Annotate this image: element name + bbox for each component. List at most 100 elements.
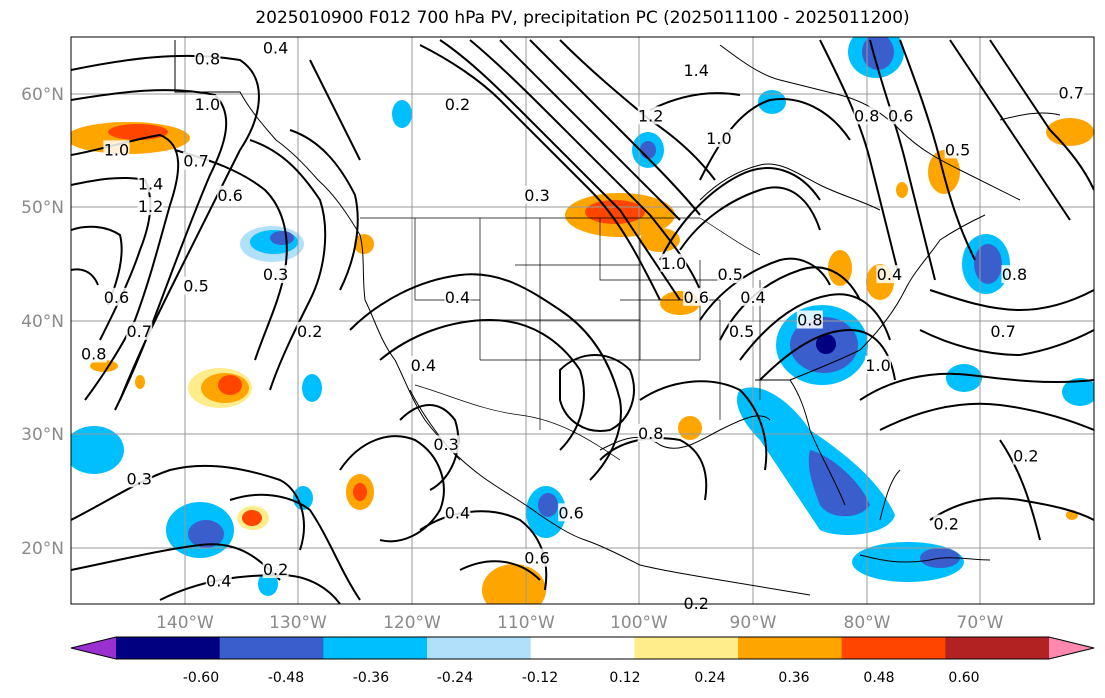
contour-label-background	[637, 106, 664, 125]
contour-label-background	[296, 321, 323, 340]
colorbar-tick-label: 0.12	[609, 670, 640, 686]
lon-tick-label: 70°W	[957, 613, 1004, 633]
contour-label: 0.3	[524, 186, 549, 205]
contour-label-background	[933, 514, 960, 533]
lon-tick-label: 80°W	[844, 613, 891, 633]
precip-negative-area	[974, 244, 1002, 284]
colorbar-ticks: -0.60 -0.48 -0.36 -0.24 -0.12 0.12 0.24 …	[183, 670, 980, 686]
contour-label-background	[444, 95, 471, 114]
contour-label: 0.4	[411, 356, 436, 375]
contour-label-background	[137, 174, 164, 193]
precip-negative-area	[392, 100, 412, 128]
contour-label: 0.5	[729, 322, 754, 341]
precip-positive-area	[135, 375, 145, 389]
colorbar-cell	[738, 637, 843, 659]
colorbar-cells	[116, 637, 1050, 659]
contour-label-background	[444, 503, 471, 522]
colorbar-cell	[219, 637, 324, 659]
contour-label: 0.2	[297, 322, 322, 341]
colorbar-cell	[323, 637, 428, 659]
colorbar-tick-label: 0.60	[948, 670, 979, 686]
colorbar-tick-label: -0.60	[183, 670, 219, 686]
contour-label-background	[410, 355, 437, 374]
contour-label: 1.4	[683, 61, 708, 80]
map-frame	[70, 36, 1095, 605]
contour-label: 1.0	[195, 95, 220, 114]
precip-negative-area	[302, 374, 322, 402]
precip-positive-area	[218, 375, 242, 395]
colorbar-tick-label: -0.36	[353, 670, 389, 686]
precip-negative-area	[808, 450, 870, 517]
chart-title: 2025010900 F012 700 hPa PV, precipitatio…	[255, 8, 910, 28]
contour-label-background	[194, 95, 221, 114]
lon-tick-label: 120°W	[383, 613, 441, 633]
contour-label-background	[944, 140, 971, 159]
contour-label: 0.3	[433, 435, 458, 454]
contour-label-background	[990, 321, 1017, 340]
contour-label: 0.6	[104, 288, 129, 307]
precip-negative-area	[640, 141, 656, 159]
contour-label: 0.2	[445, 95, 470, 114]
contour-label: 0.5	[183, 276, 208, 295]
contour-label: 0.8	[854, 106, 879, 125]
contour-label-background	[524, 548, 551, 567]
precip-positive-area	[678, 416, 702, 440]
precip-negative-area	[862, 37, 894, 70]
contour-label-background	[444, 287, 471, 306]
contour-label-background	[683, 287, 710, 306]
precip-negative-area	[946, 364, 982, 392]
precip-positive-area	[354, 234, 374, 254]
contour-label: 0.7	[990, 322, 1015, 341]
colorbar-cell	[116, 637, 221, 659]
contour-label-background	[217, 185, 244, 204]
contour-label-background	[683, 594, 710, 612]
contour-label: 0.6	[217, 186, 242, 205]
colorbar-cell	[945, 637, 1050, 659]
contour-label: 1.2	[638, 106, 663, 125]
contour-label-background	[660, 253, 687, 272]
contour-label: 0.2	[934, 515, 959, 534]
colorbar-cell	[530, 637, 635, 659]
contour-label-background	[740, 287, 766, 306]
contour-label-background	[262, 265, 289, 284]
graticule	[71, 37, 1094, 604]
longitude-axis: 140°W 130°W 120°W 110°W 100°W 90°W 80°W …	[156, 613, 1004, 633]
lon-tick-label: 140°W	[156, 613, 214, 633]
contour-label: 1.0	[706, 129, 731, 148]
contour-label-background	[1001, 265, 1028, 284]
contour-label-background	[524, 185, 551, 204]
contour-label-background	[194, 49, 221, 68]
contour-label-background	[1012, 446, 1039, 465]
contour-label: 0.8	[638, 424, 663, 443]
contour-label: 1.4	[138, 174, 163, 193]
contour-label-background	[876, 265, 903, 284]
precip-negative-area	[1062, 378, 1094, 406]
contour-label-background	[262, 559, 289, 578]
lat-tick-label: 50°N	[21, 198, 64, 218]
precip-negative-area	[816, 334, 836, 354]
lat-tick-label: 20°N	[21, 539, 64, 559]
colorbar-outline	[70, 636, 1095, 660]
contour-label: 0.4	[263, 38, 288, 57]
lat-tick-label: 60°N	[21, 85, 64, 105]
contour-label-background	[433, 435, 460, 454]
contour-label: 1.2	[138, 197, 163, 216]
lat-tick-label: 40°N	[21, 312, 64, 332]
precip-shading	[71, 37, 1094, 604]
pv-contours	[71, 39, 1094, 604]
contour-label-background	[728, 321, 755, 340]
contour-label: 0.8	[797, 311, 822, 330]
contour-label: 0.6	[683, 288, 708, 307]
contour-label: 0.2	[1013, 447, 1038, 466]
contour-label-background	[865, 355, 892, 374]
colorbar-tick-label: 0.48	[863, 670, 894, 686]
contour-label-background	[717, 265, 744, 284]
colorbar: -0.60 -0.48 -0.36 -0.24 -0.12 0.12 0.24 …	[70, 636, 1095, 686]
colorbar-cell	[634, 637, 739, 659]
contour-label-background	[103, 140, 130, 159]
contour-label: 0.4	[445, 288, 470, 307]
precip-positive-area	[353, 483, 367, 501]
contour-label-background	[126, 469, 153, 488]
latitude-axis: 20°N 30°N 40°N 50°N 60°N	[21, 85, 64, 559]
